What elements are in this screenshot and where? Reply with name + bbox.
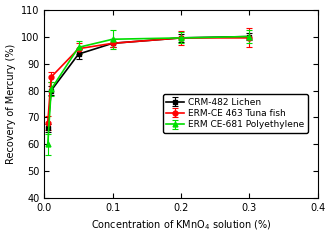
Y-axis label: Recovery of Mercury (%): Recovery of Mercury (%): [6, 44, 16, 164]
X-axis label: Concentration of KMnO$_4$ solution (%): Concentration of KMnO$_4$ solution (%): [91, 219, 271, 233]
Legend: CRM-482 Lichen, ERM-CE 463 Tuna fish, ERM CE-681 Polyethylene: CRM-482 Lichen, ERM-CE 463 Tuna fish, ER…: [163, 94, 308, 133]
